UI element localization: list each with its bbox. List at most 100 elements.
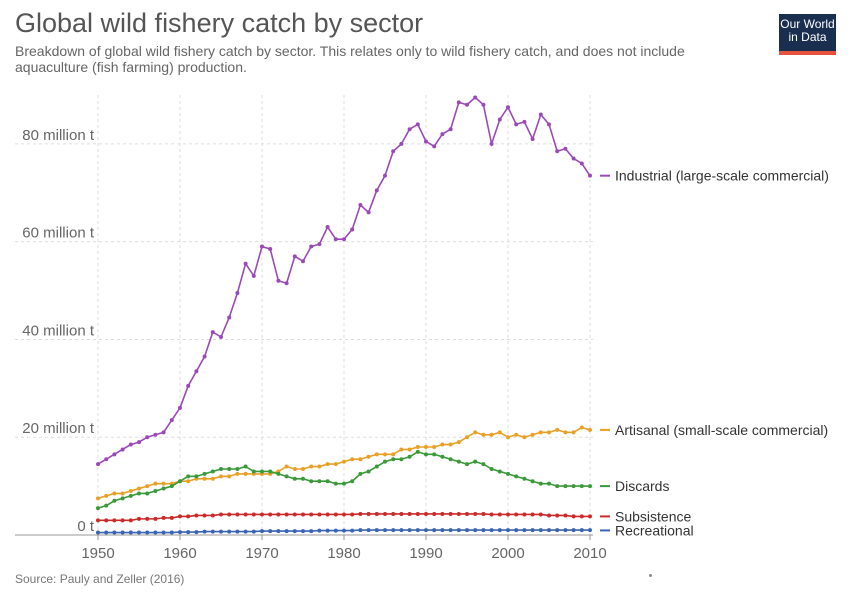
data-point[interactable] <box>325 528 330 533</box>
data-point[interactable] <box>243 471 248 476</box>
data-point[interactable] <box>432 511 437 516</box>
data-point[interactable] <box>440 511 445 516</box>
data-point[interactable] <box>522 512 527 517</box>
data-point[interactable] <box>473 430 478 435</box>
data-point[interactable] <box>186 474 191 479</box>
data-point[interactable] <box>284 512 289 517</box>
data-point[interactable] <box>538 512 543 517</box>
data-point[interactable] <box>104 493 109 498</box>
data-point[interactable] <box>465 528 469 533</box>
data-point[interactable] <box>547 513 551 518</box>
data-point[interactable] <box>456 100 461 105</box>
data-point[interactable] <box>227 467 232 471</box>
data-point[interactable] <box>506 512 510 517</box>
data-point[interactable] <box>342 512 346 517</box>
data-point[interactable] <box>284 529 289 534</box>
data-point[interactable] <box>415 445 420 449</box>
data-point[interactable] <box>588 484 592 489</box>
data-point[interactable] <box>366 528 371 533</box>
data-point[interactable] <box>579 425 584 430</box>
data-point[interactable] <box>137 516 141 521</box>
data-point[interactable] <box>563 430 568 435</box>
data-point[interactable] <box>555 528 560 533</box>
data-point[interactable] <box>153 530 158 535</box>
data-point[interactable] <box>579 514 584 519</box>
data-point[interactable] <box>178 530 182 535</box>
data-point[interactable] <box>407 511 412 516</box>
data-point[interactable] <box>465 435 469 440</box>
data-point[interactable] <box>547 481 551 486</box>
data-point[interactable] <box>120 518 125 523</box>
data-point[interactable] <box>448 127 453 132</box>
data-point[interactable] <box>563 513 568 518</box>
data-point[interactable] <box>366 210 371 215</box>
data-point[interactable] <box>456 459 461 464</box>
data-point[interactable] <box>96 518 100 523</box>
data-point[interactable] <box>276 529 281 534</box>
data-point[interactable] <box>571 484 576 489</box>
data-point[interactable] <box>342 237 346 242</box>
data-point[interactable] <box>342 459 346 464</box>
data-point[interactable] <box>243 261 248 266</box>
data-point[interactable] <box>104 530 109 535</box>
data-point[interactable] <box>227 315 232 320</box>
data-point[interactable] <box>383 452 387 457</box>
data-point[interactable] <box>202 476 207 481</box>
data-point[interactable] <box>260 512 264 517</box>
data-point[interactable] <box>268 469 273 474</box>
data-point[interactable] <box>522 435 527 440</box>
data-point[interactable] <box>481 528 486 533</box>
data-point[interactable] <box>128 530 133 535</box>
data-point[interactable] <box>407 447 412 452</box>
data-point[interactable] <box>374 452 379 457</box>
data-point[interactable] <box>366 511 371 516</box>
data-point[interactable] <box>448 528 453 533</box>
data-point[interactable] <box>301 476 305 481</box>
data-point[interactable] <box>448 442 453 447</box>
data-point[interactable] <box>358 203 363 207</box>
data-point[interactable] <box>202 529 207 534</box>
data-point[interactable] <box>497 528 502 533</box>
data-point[interactable] <box>128 493 133 498</box>
data-point[interactable] <box>448 457 453 462</box>
data-point[interactable] <box>530 528 535 533</box>
data-point[interactable] <box>260 244 264 249</box>
data-point[interactable] <box>301 529 305 534</box>
data-point[interactable] <box>538 481 543 486</box>
data-point[interactable] <box>194 369 199 374</box>
data-point[interactable] <box>284 281 289 286</box>
data-point[interactable] <box>186 383 191 388</box>
data-point[interactable] <box>161 481 166 486</box>
data-point[interactable] <box>104 518 109 523</box>
data-point[interactable] <box>399 457 404 462</box>
data-point[interactable] <box>473 528 478 533</box>
data-point[interactable] <box>407 454 412 459</box>
data-point[interactable] <box>588 427 592 432</box>
data-point[interactable] <box>391 452 396 457</box>
data-point[interactable] <box>342 528 346 533</box>
data-point[interactable] <box>251 512 256 517</box>
data-point[interactable] <box>210 476 215 481</box>
data-point[interactable] <box>514 122 519 127</box>
data-point[interactable] <box>588 514 592 519</box>
data-point[interactable] <box>169 530 174 535</box>
data-point[interactable] <box>219 512 223 517</box>
data-point[interactable] <box>178 514 182 519</box>
data-point[interactable] <box>186 514 191 519</box>
data-point[interactable] <box>415 122 420 127</box>
data-point[interactable] <box>391 457 396 462</box>
data-point[interactable] <box>424 528 428 533</box>
data-point[interactable] <box>530 479 535 484</box>
data-point[interactable] <box>440 442 445 447</box>
data-point[interactable] <box>210 513 215 518</box>
data-point[interactable] <box>440 132 445 137</box>
data-point[interactable] <box>366 454 371 459</box>
data-point[interactable] <box>309 464 314 469</box>
legend-label[interactable]: Recreational <box>615 522 694 538</box>
data-point[interactable] <box>104 503 109 508</box>
data-point[interactable] <box>251 469 256 474</box>
data-point[interactable] <box>178 479 182 484</box>
data-point[interactable] <box>243 529 248 534</box>
data-point[interactable] <box>292 512 297 517</box>
data-point[interactable] <box>186 479 191 484</box>
